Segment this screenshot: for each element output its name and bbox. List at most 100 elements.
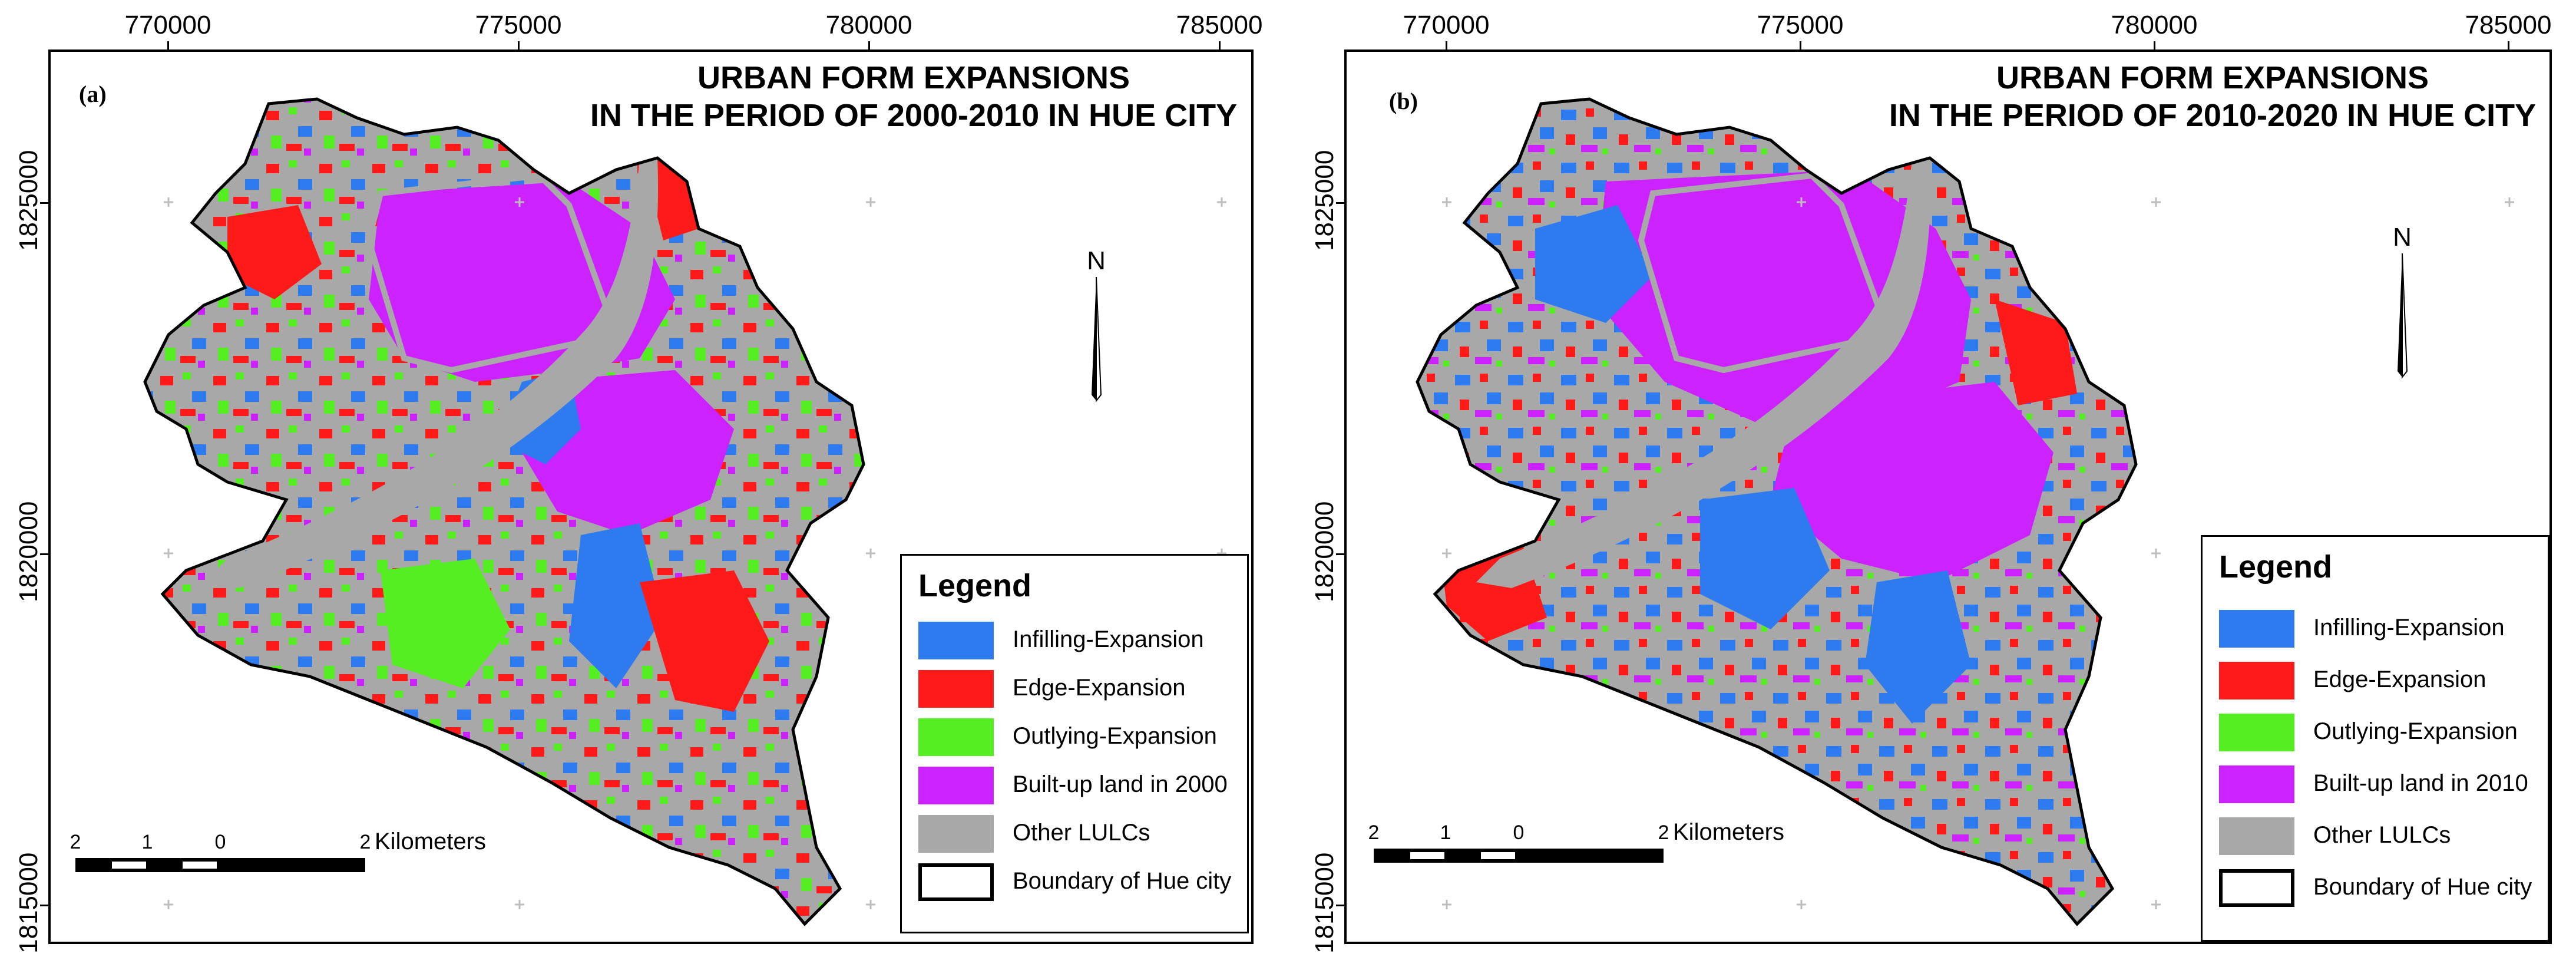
x-tick-label: 780000 [825,11,912,39]
x-tick-label: 780000 [2111,11,2198,39]
map-legend: Legend Infilling-Expansion Edge-Expansio… [2201,535,2549,942]
title-line-2: IN THE PERIOD OF 2010-2020 IN HUE CITY [1889,98,2537,133]
map-legend: Legend Infilling-Expansion Edge-Expansio… [900,554,1249,933]
legend-swatch [918,718,994,756]
legend-item: Boundary of Hue city [2219,869,2549,909]
legend-label: Infilling-Expansion [1013,626,1204,652]
legend-item: Outlying-Expansion [918,718,1248,758]
scale-bar-graphic [75,858,365,872]
legend-swatch [2219,714,2294,751]
scale-bar: 2 1 0 2 Kilometers [1368,819,1903,904]
legend-item: Outlying-Expansion [2219,714,2549,754]
y-tick [40,202,49,204]
legend-swatch [2219,662,2294,699]
scale-tick-label: 2 [1658,821,1669,844]
scale-tick-label: 0 [214,831,226,853]
legend-item: Edge-Expansion [2219,662,2549,702]
north-arrow-icon [1092,277,1102,402]
y-tick-label: 1820000 [1310,501,1339,602]
x-tick-label: 775000 [475,11,562,39]
legend-label: Infilling-Expansion [2313,615,2505,641]
x-tick [167,41,169,51]
x-tick-label: 775000 [1757,11,1844,39]
legend-swatch [2219,869,2294,907]
y-tick-label: 1815000 [14,852,43,953]
legend-swatch [918,622,994,659]
scale-unit: Kilometers [375,829,486,854]
scale-tick-label: 2 [70,831,81,853]
x-tick [518,41,520,51]
city-boundary [1416,97,2138,926]
map-panel-b: 770000 775000 780000 785000 1825000 1820… [1310,0,2576,957]
scale-tick-label: 1 [141,831,153,853]
map-frame: (b) URBAN FORM EXPANSIONS IN THE PERIOD … [1344,50,2552,944]
x-tick [868,41,870,51]
panel-label: (a) [79,81,107,107]
x-tick [2508,41,2509,51]
x-tick-label: 785000 [2465,11,2552,39]
legend-label: Other LULCs [2313,822,2451,848]
x-tick [1800,41,1801,51]
title-line-1: URBAN FORM EXPANSIONS [697,60,1130,95]
x-tick [2154,41,2155,51]
x-tick [1219,41,1221,51]
legend-label: Edge-Expansion [1013,675,1186,701]
legend-label: Outlying-Expansion [2313,718,2518,744]
title-line-1: URBAN FORM EXPANSIONS [1996,60,2429,95]
legend-label: Boundary of Hue city [2313,874,2532,900]
panel-label: (b) [1389,88,1418,114]
north-arrow: N [1079,246,1114,405]
hue-city-map [143,97,1226,926]
legend-item: Infilling-Expansion [2219,610,2549,650]
legend-item: Boundary of Hue city [918,863,1248,903]
legend-title: Legend [2219,549,2333,585]
y-tick-label: 1825000 [1310,150,1339,251]
north-arrow: N [2385,223,2420,382]
legend-swatch [918,815,994,853]
map-title: URBAN FORM EXPANSIONS IN THE PERIOD OF 2… [1877,59,2548,134]
y-tick [1336,553,1345,555]
scale-tick-label: 1 [1440,821,1451,844]
city-boundary [143,97,865,926]
legend-swatch [918,670,994,708]
legend-item: Edge-Expansion [918,670,1248,710]
y-tick [1336,905,1345,906]
scale-bar: 2 1 0 2 Kilometers [70,829,604,913]
scale-bar-graphic [1374,849,1664,863]
map-frame: (a) URBAN FORM EXPANSIONS IN THE PERIOD … [48,50,1254,944]
legend-label: Boundary of Hue city [1013,868,1232,894]
x-tick-label: 785000 [1176,11,1263,39]
x-tick-label: 770000 [1403,11,1490,39]
legend-swatch [2219,765,2294,803]
north-arrow-letter: N [1087,246,1106,275]
legend-item: Built-up land in 2010 [2219,765,2549,806]
legend-label: Built-up land in 2010 [2313,770,2528,796]
legend-swatch [2219,817,2294,855]
legend-title: Legend [918,568,1032,603]
legend-item: Built-up land in 2000 [918,767,1248,807]
legend-label: Built-up land in 2000 [1013,771,1228,797]
x-tick [1446,41,1447,51]
y-tick-label: 1825000 [14,150,43,251]
legend-item: Infilling-Expansion [918,622,1248,662]
map-panel-a: 770000 775000 780000 785000 1825000 1820… [0,0,1272,957]
scale-tick-label: 2 [359,831,371,853]
north-arrow-icon [2398,253,2408,379]
hue-city-map [1416,97,2514,926]
legend-label: Edge-Expansion [2313,666,2486,692]
north-arrow-letter: N [2393,223,2412,252]
legend-item: Other LULCs [2219,817,2549,857]
y-tick [40,553,49,555]
y-tick [1336,202,1345,204]
legend-label: Other LULCs [1013,820,1150,846]
map-title: URBAN FORM EXPANSIONS IN THE PERIOD OF 2… [581,59,1246,134]
title-line-2: IN THE PERIOD OF 2000-2010 IN HUE CITY [590,98,1238,133]
scale-unit: Kilometers [1673,819,1784,845]
legend-swatch [918,767,994,804]
legend-label: Outlying-Expansion [1013,723,1217,749]
legend-item: Other LULCs [918,815,1248,855]
y-tick-label: 1820000 [14,501,43,602]
scale-tick-label: 0 [1513,821,1525,844]
scale-tick-label: 2 [1368,821,1380,844]
x-tick-label: 770000 [124,11,211,39]
